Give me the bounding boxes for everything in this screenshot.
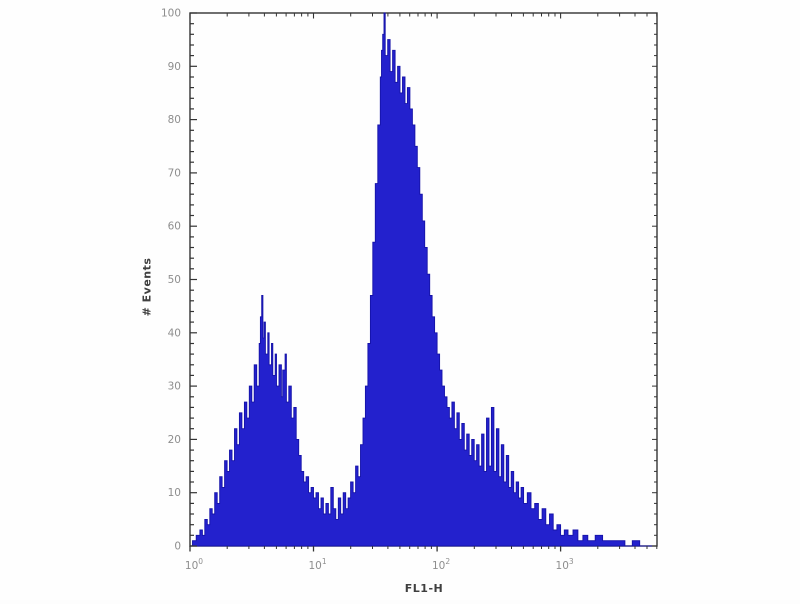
x-tick-label: 100 [185, 557, 203, 572]
x-tick-label: 101 [308, 557, 326, 572]
histogram-area [190, 12, 657, 547]
y-tick-label: 50 [168, 274, 181, 286]
y-tick-label: 80 [168, 114, 181, 126]
y-tick-label: 30 [168, 381, 181, 393]
y-tick-label: 60 [168, 221, 181, 233]
y-axis-title: # Events [140, 257, 154, 317]
y-tick-label: 10 [168, 487, 181, 499]
y-tick-label: 90 [168, 61, 181, 73]
y-tick-label: 40 [168, 327, 181, 339]
x-tick-label: 103 [556, 557, 574, 572]
y-tick-label: 20 [168, 434, 181, 446]
x-tick-label: 102 [432, 557, 450, 572]
y-tick-label: 70 [168, 167, 181, 179]
y-tick-label: 100 [161, 8, 181, 20]
x-axis-title: FL1-H [404, 582, 444, 595]
y-tick-label: 0 [174, 541, 181, 553]
